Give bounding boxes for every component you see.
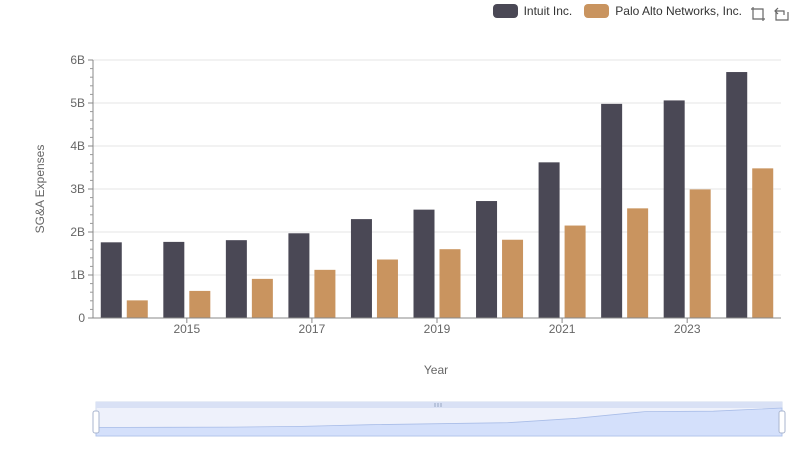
bar-intuit-2016[interactable] bbox=[225, 240, 247, 318]
y-tick-label: 2B bbox=[70, 225, 85, 239]
y-tick-label: 5B bbox=[70, 96, 85, 110]
bar-intuit-2021[interactable] bbox=[538, 162, 560, 318]
x-tick-label: 2019 bbox=[424, 322, 451, 336]
legend-swatch-palo-alto bbox=[584, 4, 610, 18]
y-tick-label: 6B bbox=[70, 53, 85, 67]
bar-intuit-2017[interactable] bbox=[288, 233, 310, 318]
x-axis: 2015 2017 2019 2021 2023 bbox=[93, 317, 781, 336]
restore-icon[interactable] bbox=[774, 6, 790, 22]
legend-label-palo-alto: Palo Alto Networks, Inc. bbox=[615, 4, 742, 18]
data-zoom-slider[interactable] bbox=[92, 401, 786, 437]
bar-palo-alto-2015[interactable] bbox=[189, 290, 211, 318]
legend-swatch-intuit bbox=[492, 4, 518, 18]
bar-palo-alto-2019[interactable] bbox=[439, 249, 461, 318]
x-tick-label: 2023 bbox=[674, 322, 701, 336]
toolbox bbox=[750, 6, 790, 22]
y-tick-label: 0 bbox=[78, 311, 85, 325]
bar-palo-alto-2021[interactable] bbox=[564, 225, 586, 318]
x-tick-label: 2021 bbox=[549, 322, 576, 336]
bar-palo-alto-2018[interactable] bbox=[376, 259, 398, 318]
bar-intuit-2014[interactable] bbox=[100, 242, 122, 318]
bar-intuit-2020[interactable] bbox=[476, 201, 498, 318]
legend-item-intuit[interactable]: Intuit Inc. bbox=[492, 4, 573, 18]
bar-intuit-2018[interactable] bbox=[350, 219, 372, 318]
x-tick-label: 2017 bbox=[299, 322, 326, 336]
bar-intuit-2024[interactable] bbox=[726, 72, 748, 318]
bar-palo-alto-2024[interactable] bbox=[752, 168, 774, 318]
x-axis-title: Year bbox=[424, 363, 448, 377]
y-tick-label: 4B bbox=[70, 139, 85, 153]
slider-handle-right[interactable] bbox=[778, 410, 786, 434]
slider-preview-area bbox=[95, 407, 783, 437]
y-axis-title: SG&A Expenses bbox=[33, 145, 47, 234]
bars bbox=[100, 72, 774, 318]
y-axis: 0 1B 2B 3B 4B 5B 6B bbox=[70, 53, 94, 325]
y-tick-label: 3B bbox=[70, 182, 85, 196]
x-tick-label: 2015 bbox=[173, 322, 200, 336]
bar-intuit-2023[interactable] bbox=[663, 100, 685, 318]
bar-intuit-2015[interactable] bbox=[163, 241, 185, 318]
legend-label-intuit: Intuit Inc. bbox=[523, 4, 573, 18]
bar-palo-alto-2014[interactable] bbox=[126, 300, 148, 318]
bar-intuit-2022[interactable] bbox=[601, 103, 623, 318]
bar-palo-alto-2016[interactable] bbox=[251, 278, 273, 318]
legend-item-palo-alto[interactable]: Palo Alto Networks, Inc. bbox=[584, 4, 742, 18]
bar-palo-alto-2020[interactable] bbox=[502, 239, 524, 318]
zoom-icon[interactable] bbox=[750, 6, 766, 22]
legend: Intuit Inc. Palo Alto Networks, Inc. bbox=[492, 4, 742, 18]
bar-palo-alto-2022[interactable] bbox=[627, 208, 649, 318]
bar-palo-alto-2017[interactable] bbox=[314, 269, 336, 318]
slider-handle-left[interactable] bbox=[92, 410, 100, 434]
slider-grip-icon bbox=[434, 403, 442, 407]
y-tick-label: 1B bbox=[70, 268, 85, 282]
bar-intuit-2019[interactable] bbox=[413, 209, 435, 318]
bar-palo-alto-2023[interactable] bbox=[689, 189, 711, 318]
